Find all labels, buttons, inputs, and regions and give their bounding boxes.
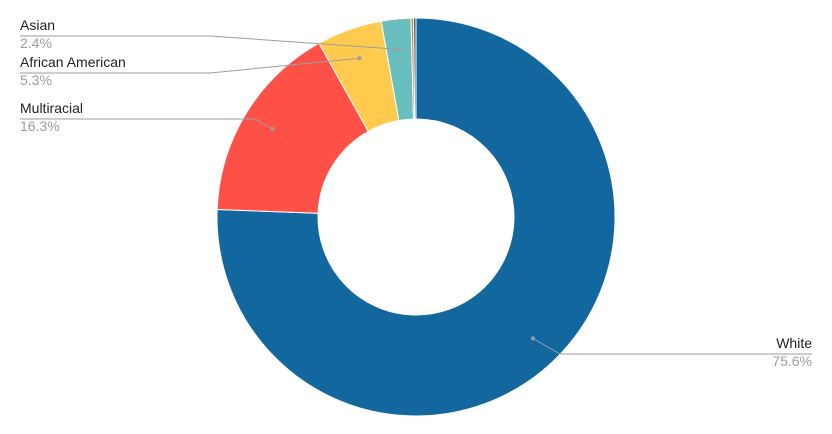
leader-line-african-american xyxy=(20,57,360,74)
leader-line-multiracial xyxy=(20,118,273,130)
slice-labels: Asian 2.4% African American 5.3% Multira… xyxy=(20,17,812,369)
label-pct-asian: 2.4% xyxy=(20,35,52,51)
slice-minor-5 xyxy=(412,17,417,120)
leader-line-white xyxy=(532,337,812,355)
label-pct-african-american: 5.3% xyxy=(20,72,52,88)
label-name-african-american: African American xyxy=(20,54,126,70)
label-pct-white: 75.6% xyxy=(772,353,812,369)
leader-line-asian xyxy=(20,35,400,50)
label-name-multiracial: Multiracial xyxy=(20,100,83,116)
label-pct-multiracial: 16.3% xyxy=(20,118,60,134)
leader-lines xyxy=(20,35,812,355)
donut-slices xyxy=(216,17,616,417)
slice-multiracial xyxy=(216,42,369,214)
label-name-asian: Asian xyxy=(20,17,55,33)
slice-white xyxy=(216,17,616,417)
label-name-white: White xyxy=(776,335,812,351)
